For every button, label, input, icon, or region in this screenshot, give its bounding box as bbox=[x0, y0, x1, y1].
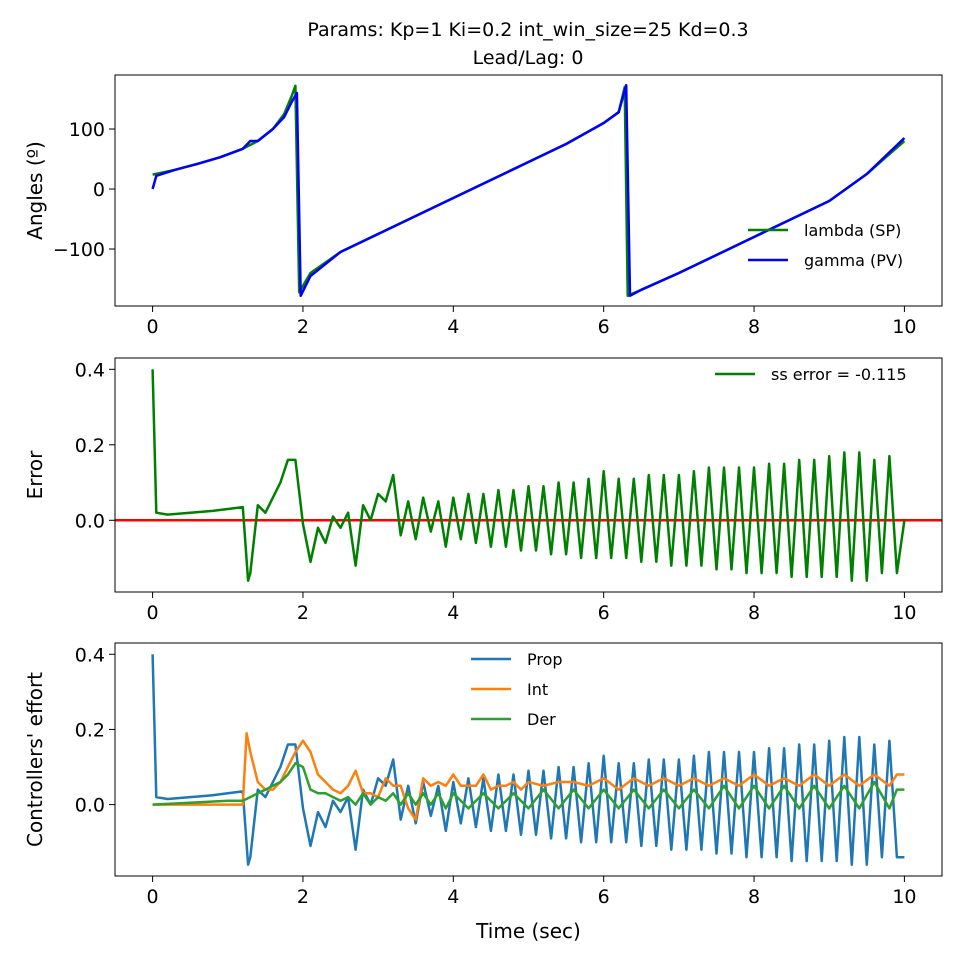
chart-title-line-2: Lead/Lag: 0 bbox=[473, 47, 584, 69]
series-line-prop bbox=[151, 654, 905, 866]
x-tick-label: 10 bbox=[892, 602, 916, 624]
x-tick-label: 4 bbox=[447, 316, 459, 338]
x-tick-label: 6 bbox=[598, 316, 610, 338]
legend-label: ss error = -0.115 bbox=[771, 365, 907, 384]
y-tick-label: 0.0 bbox=[75, 510, 105, 532]
legend: ss error = -0.115 bbox=[715, 365, 907, 384]
x-tick-label: 6 bbox=[598, 602, 610, 624]
legend-label: Der bbox=[527, 710, 556, 729]
y-tick-label: 0 bbox=[93, 179, 105, 201]
y-axis-label: Controllers' effort bbox=[23, 672, 47, 847]
series-group bbox=[151, 654, 905, 866]
y-tick-label: 0.0 bbox=[75, 795, 105, 817]
legend: lambda (SP) gamma (PV) bbox=[748, 221, 903, 270]
x-tick-label: 2 bbox=[297, 602, 309, 624]
plot-frame bbox=[114, 74, 943, 307]
x-tick-label: 10 bbox=[892, 886, 916, 908]
x-tick-label: 2 bbox=[297, 886, 309, 908]
y-axis-label: Angles (º) bbox=[23, 141, 47, 240]
series-line-gamma-pv bbox=[151, 83, 906, 298]
y-tick-label: 100 bbox=[69, 119, 105, 141]
x-tick-label: 4 bbox=[447, 602, 459, 624]
y-tick-label: 0.2 bbox=[75, 435, 105, 457]
x-tick-label: 8 bbox=[748, 602, 760, 624]
chart-title-line-1: Params: Kp=1 Ki=0.2 int_win_size=25 Kd=0… bbox=[307, 19, 748, 41]
series-line-ss-error-0-115 bbox=[151, 369, 906, 582]
x-axis-label: Time (sec) bbox=[475, 919, 581, 943]
x-tick-label: 8 bbox=[748, 886, 760, 908]
series-group bbox=[151, 83, 906, 298]
y-tick-label: −100 bbox=[53, 239, 105, 261]
series-line-int bbox=[152, 731, 905, 821]
plot-frame bbox=[114, 642, 943, 877]
x-tick-label: 0 bbox=[147, 886, 159, 908]
y-tick-label: 0.4 bbox=[75, 359, 105, 381]
series-group bbox=[115, 369, 942, 582]
series-line-der bbox=[152, 762, 905, 810]
legend-label: gamma (PV) bbox=[804, 251, 903, 270]
x-tick-label: 4 bbox=[447, 886, 459, 908]
x-tick-label: 6 bbox=[598, 886, 610, 908]
x-tick-label: 8 bbox=[748, 316, 760, 338]
x-tick-label: 2 bbox=[297, 316, 309, 338]
subplot-3: 0 2 4 6 8 10 0.4 0.2 0.0 Controllers' effort Time … bbox=[23, 642, 943, 943]
x-tick-label: 0 bbox=[147, 316, 159, 338]
x-tick-label: 10 bbox=[892, 316, 916, 338]
y-tick-label: 0.2 bbox=[75, 719, 105, 741]
y-axis-label: Error bbox=[23, 450, 47, 500]
subplot-1: 0 2 4 6 8 10 100 0 −100 Angles (º) lambda (SP) gamm… bbox=[23, 74, 943, 338]
plot-frame bbox=[114, 357, 943, 593]
legend-label: lambda (SP) bbox=[804, 221, 901, 240]
subplot-2: 0 2 4 6 8 10 0.4 0.2 0.0 Error ss error = -0.115 bbox=[23, 357, 943, 624]
legend: Prop Int Der bbox=[471, 650, 563, 729]
y-tick-label: 0.4 bbox=[75, 644, 105, 666]
legend-label: Int bbox=[527, 680, 548, 699]
x-tick-label: 0 bbox=[147, 602, 159, 624]
legend-label: Prop bbox=[527, 650, 563, 669]
